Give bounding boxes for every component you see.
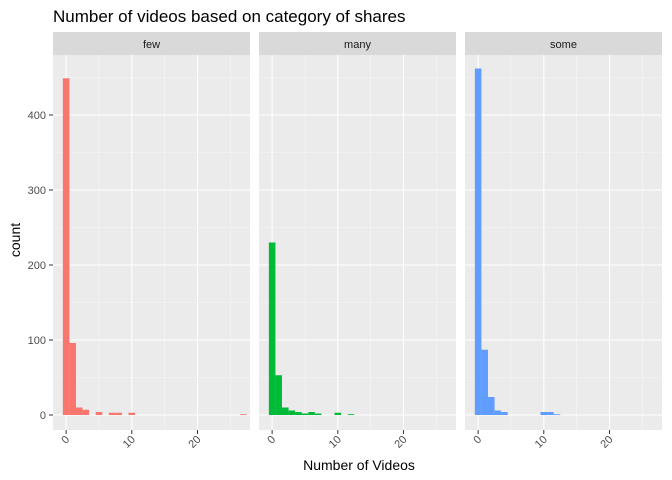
histogram-bar	[62, 78, 70, 415]
x-tick-label: 20	[186, 434, 203, 451]
facet-strip-label: many	[344, 39, 371, 51]
facet-panels: few 0 10 20 many 0 10 20 some 0 10 20	[53, 32, 662, 451]
histogram-bar	[240, 414, 247, 416]
y-tick-label: 400	[28, 110, 46, 122]
panel-background	[259, 55, 456, 430]
histogram-bar	[288, 410, 296, 415]
histogram-bar	[69, 343, 76, 415]
x-tick-label: 0	[265, 434, 278, 447]
x-tick-label: 20	[598, 434, 615, 451]
facet-strip-label: few	[143, 39, 160, 51]
histogram-bar	[494, 410, 502, 415]
histogram-bar	[281, 407, 289, 415]
facet-strip	[465, 32, 662, 55]
histogram-bar	[547, 412, 554, 415]
facet-strip-label: some	[550, 39, 577, 51]
histogram-bar	[75, 407, 83, 415]
histogram-bar	[301, 413, 309, 415]
y-tick-label: 300	[28, 185, 46, 197]
histogram-bar	[487, 397, 495, 415]
histogram-bar	[553, 414, 561, 416]
x-axis-title: Number of Videos	[303, 457, 415, 473]
x-tick-label: 20	[392, 434, 409, 451]
histogram-bar	[95, 412, 103, 415]
histogram-bar	[295, 412, 302, 415]
histogram-bar	[108, 412, 116, 415]
histogram-bar	[115, 412, 122, 415]
panel-background	[53, 55, 250, 430]
y-tick-label: 200	[28, 260, 46, 272]
histogram-bar	[128, 412, 136, 415]
facet-panel-few: few 0 10 20	[53, 32, 250, 451]
histogram-bar	[540, 412, 548, 415]
histogram-bar	[481, 349, 488, 415]
x-tick-label: 0	[471, 434, 484, 447]
panel-background	[465, 55, 662, 430]
facet-panel-many: many 0 10 20	[259, 32, 456, 451]
histogram-bar	[275, 375, 282, 415]
facet-panel-some: some 0 10 20	[465, 32, 662, 451]
histogram-bar	[334, 412, 342, 415]
x-tick-label: 0	[59, 434, 72, 447]
histogram-bar	[308, 412, 315, 415]
x-tick-label: 10	[121, 434, 138, 451]
histogram-bar	[501, 412, 508, 415]
x-tick-label: 10	[533, 434, 550, 451]
y-tick-label: 0	[40, 410, 46, 422]
y-axis: 0 100 200 300 400	[28, 110, 53, 422]
y-tick-label: 100	[28, 335, 46, 347]
facet-strip	[259, 32, 456, 55]
histogram-bar	[314, 413, 322, 415]
y-axis-title: count	[7, 223, 23, 257]
x-tick-label: 10	[327, 434, 344, 451]
histogram-bar	[474, 68, 482, 415]
chart-title: Number of videos based on category of sh…	[53, 7, 405, 26]
facet-strip	[53, 32, 250, 55]
histogram-bar	[347, 414, 355, 416]
histogram-bar	[82, 409, 90, 415]
histogram-bar	[268, 242, 276, 415]
